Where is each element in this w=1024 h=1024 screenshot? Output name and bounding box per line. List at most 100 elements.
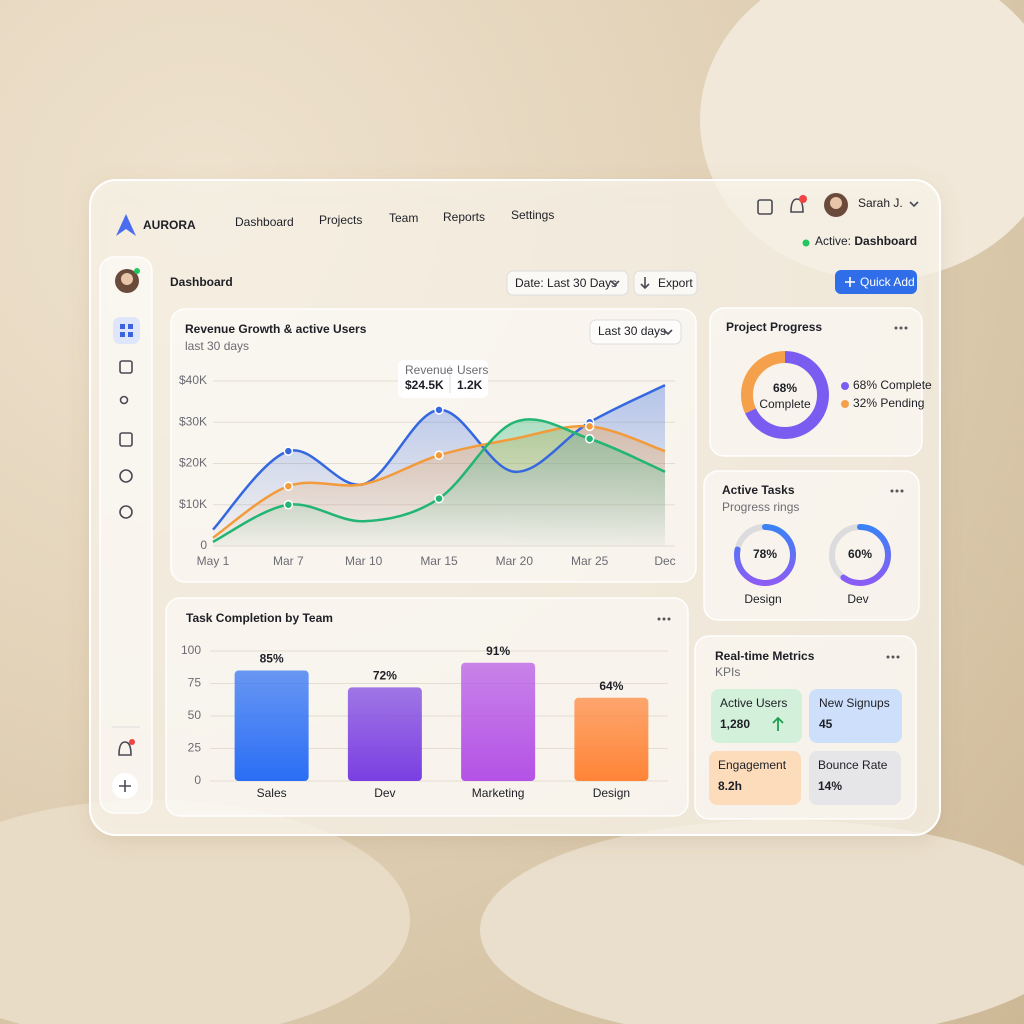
metric-tile — [711, 689, 802, 743]
point — [283, 446, 294, 456]
bg-shape — [0, 800, 410, 1024]
card-title: Active Tasks — [722, 483, 795, 497]
dot — [900, 489, 904, 493]
chart-icon[interactable] — [119, 469, 133, 483]
dot — [890, 489, 894, 493]
report-icon[interactable] — [119, 432, 133, 447]
center-label: Complete — [759, 397, 811, 411]
value-label: 91% — [486, 644, 510, 658]
nav-link[interactable]: Projects — [319, 213, 362, 227]
ring — [734, 524, 796, 586]
point — [434, 450, 444, 460]
menu-dots[interactable] — [890, 489, 904, 493]
export-button[interactable] — [633, 270, 698, 296]
bell-icon[interactable] — [790, 198, 804, 213]
notification-badge — [799, 195, 807, 203]
status: Active: Dashboard — [815, 234, 917, 248]
plus-icon — [845, 277, 855, 287]
card-subtitle: Progress rings — [722, 500, 799, 514]
metric-label: Bounce Rate — [818, 758, 888, 772]
date-filter-text: Date: Last 30 Days — [515, 276, 617, 290]
y-tick-label: 100 — [181, 643, 201, 657]
avatar-face — [830, 197, 842, 209]
legend-name: Complete — [880, 378, 932, 392]
date-filter[interactable] — [506, 270, 629, 296]
team-icon[interactable] — [119, 395, 129, 405]
metric-label: New Signups — [819, 696, 890, 710]
metric-tile — [809, 689, 902, 743]
x-tick-label: Design — [593, 786, 630, 800]
point — [434, 405, 444, 415]
metric-value: 8.2h — [718, 779, 742, 793]
x-tick-label: Marketing — [472, 786, 525, 800]
line-chart: 0 $10K $20K $30K $40K May 1 Mar 7 Mar 10 Mar 15 M… — [179, 373, 676, 568]
ring — [829, 524, 891, 586]
menu-dots[interactable] — [894, 326, 908, 330]
export-label: Export — [658, 276, 693, 290]
legend-value: 32% — [853, 396, 877, 410]
chevron — [909, 201, 919, 208]
ring-value: 78% — [753, 547, 777, 561]
grid-icon — [120, 324, 125, 329]
legend-name: Pending — [880, 396, 924, 410]
status-dot — [802, 239, 810, 247]
nav-link[interactable]: Team — [389, 211, 418, 225]
y-tick-label: 0 — [194, 773, 201, 787]
dot — [891, 655, 895, 659]
y-tick-label: 75 — [188, 676, 202, 690]
value-label: 72% — [373, 669, 397, 683]
page-title: Dashboard — [170, 275, 233, 289]
tooltip-label: Revenue — [405, 363, 453, 377]
dot — [657, 617, 661, 621]
status-label: Active: — [815, 234, 851, 248]
ring-value: 60% — [848, 547, 872, 561]
card-title: Real-time Metrics — [715, 649, 815, 663]
menu-dots[interactable] — [657, 617, 671, 621]
nav-link[interactable]: Reports — [443, 210, 485, 224]
folder-icon[interactable] — [119, 360, 133, 374]
point — [584, 434, 595, 444]
user-name[interactable]: Sarah J. — [858, 196, 903, 210]
value-label: 85% — [260, 652, 284, 666]
legend-value: 68% — [853, 378, 877, 392]
y-tick-label: 50 — [188, 708, 202, 722]
y-tick-label: $30K — [179, 414, 207, 428]
menu-dots[interactable] — [886, 655, 900, 659]
quick-add-label: Quick Add — [860, 275, 915, 289]
bg-shape — [480, 820, 1024, 1024]
settings-icon[interactable] — [119, 505, 133, 519]
card-title: Project Progress — [726, 320, 822, 334]
x-tick-label: Sales — [257, 786, 287, 800]
nav-active[interactable] — [113, 317, 140, 344]
y-tick-label: 0 — [200, 538, 207, 552]
metric-value: 45 — [819, 717, 833, 731]
bar — [234, 670, 309, 781]
bar — [347, 687, 422, 781]
chevron — [663, 329, 673, 336]
tooltip-label: Users — [457, 363, 488, 377]
bell-icon[interactable] — [118, 741, 132, 756]
point — [434, 493, 444, 504]
card-subtitle: last 30 days — [185, 339, 249, 353]
y-tick-label: $20K — [179, 456, 207, 470]
calendar-icon[interactable] — [757, 199, 773, 215]
quick-add-button[interactable] — [835, 270, 917, 294]
metric-label: Active Users — [720, 696, 787, 710]
logo — [116, 214, 136, 236]
card-title: Task Completion by Team — [186, 611, 333, 625]
avatar-face — [121, 273, 133, 285]
bar-chart: 0 25 50 75 100 85% Sales 72% Dev 91% Marketing 64% D… — [181, 643, 668, 800]
x-tick-label: Mar 7 — [273, 554, 304, 568]
nav-link[interactable]: Dashboard — [235, 215, 294, 229]
dot — [894, 326, 898, 330]
y-tick-label: 25 — [188, 741, 202, 755]
metric-tile — [709, 751, 801, 805]
online-dot — [134, 268, 140, 274]
nav-link[interactable]: Settings — [511, 208, 554, 222]
x-tick-label: May 1 — [197, 554, 230, 568]
download-icon — [640, 277, 650, 290]
bar — [574, 697, 649, 781]
range-selector[interactable] — [589, 319, 682, 345]
up-arrow — [772, 716, 784, 731]
